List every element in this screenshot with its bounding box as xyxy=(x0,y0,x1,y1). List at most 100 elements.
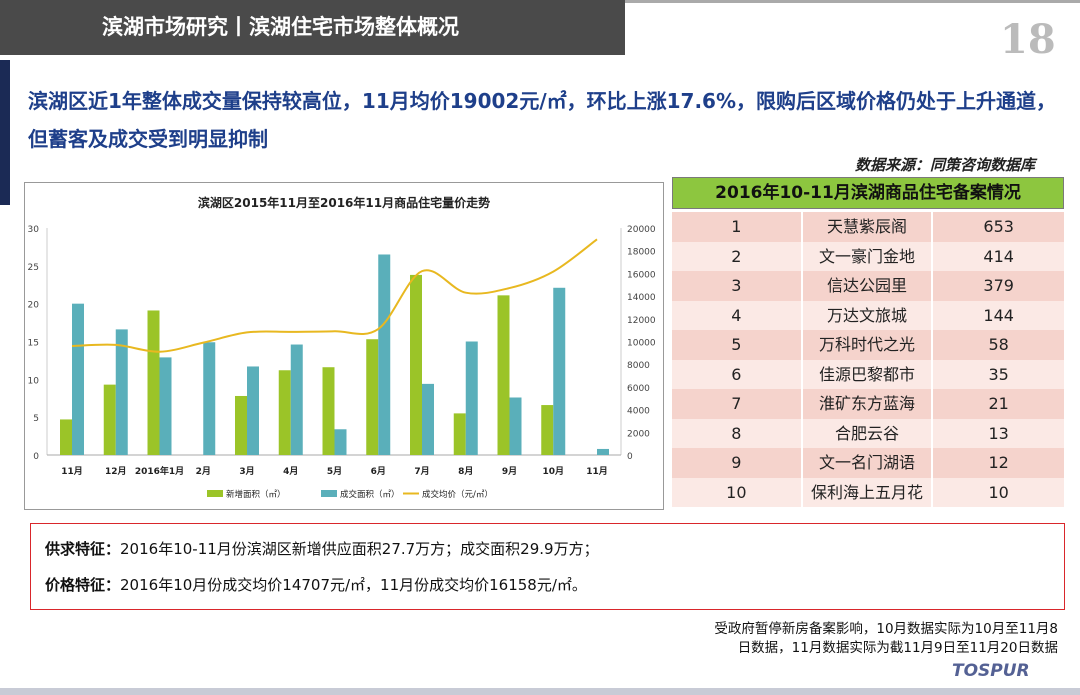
new-supply-bar xyxy=(322,367,335,455)
new-supply-bar xyxy=(103,384,116,455)
transaction-bar xyxy=(465,341,478,455)
cell-project: 保利海上五月花 xyxy=(803,477,934,507)
chart-title: 滨湖区2015年11月至2016年11月商品住宅量价走势 xyxy=(198,195,490,210)
legend-label: 成交面积（㎡） xyxy=(340,489,400,500)
legend-swatch-new-supply xyxy=(207,490,223,497)
cell-rank: 6 xyxy=(672,359,803,389)
avg-price-line xyxy=(71,238,598,353)
cell-units: 13 xyxy=(988,423,1009,443)
transaction-bar xyxy=(422,383,434,455)
x-tick-label: 5月 xyxy=(327,466,342,477)
price-line: 价格特征：2016年10月份成交均价14707元/㎡，11月份成交均价16158… xyxy=(45,574,587,595)
right-tick-label: 18000 xyxy=(627,248,656,258)
x-tick-label: 4月 xyxy=(283,466,298,477)
right-tick-label: 14000 xyxy=(627,293,656,303)
transaction-bar xyxy=(597,448,609,455)
cell-units: 144 xyxy=(983,305,1014,325)
price-volume-chart: 滨湖区2015年11月至2016年11月商品住宅量价走势 0 5 10 15 20 25 30… xyxy=(24,182,664,510)
table-row: 2 文一豪门金地 414 xyxy=(672,241,1064,271)
table-row: 3 信达公园里 379 xyxy=(672,271,1064,301)
table-row: 5 万科时代之光 58 xyxy=(672,330,1064,360)
supply-demand-text: 2016年10-11月份滨湖区新增供应面积27.7万方；成交面积29.9万方； xyxy=(120,540,599,558)
cell-rank: 7 xyxy=(672,389,803,419)
new-supply-bar xyxy=(147,310,160,455)
filing-table: 2016年10-11月滨湖商品住宅备案情况 1 天慧紫辰阁 653 2 文一豪门金地 41… xyxy=(672,177,1064,507)
right-tick-label: 4000 xyxy=(627,407,650,417)
transaction-bar xyxy=(72,303,84,455)
x-tick-label: 3月 xyxy=(239,466,254,477)
price-label: 价格特征： xyxy=(45,576,121,594)
right-tick-label: 8000 xyxy=(627,361,650,371)
x-tick-label: 9月 xyxy=(502,466,517,477)
new-supply-bar xyxy=(497,295,510,455)
cell-rank: 10 xyxy=(672,477,803,507)
price-text: 2016年10月份成交均价14707元/㎡，11月份成交均价16158元/㎡。 xyxy=(120,576,587,594)
new-supply-bar xyxy=(453,413,466,455)
transaction-bar xyxy=(115,329,128,455)
left-tick-label: 5 xyxy=(33,414,39,424)
table-row: 9 文一名门湖语 12 xyxy=(672,448,1064,478)
cell-rank: 3 xyxy=(672,271,803,301)
legend-swatch-transaction xyxy=(321,490,337,497)
transaction-bar xyxy=(509,397,522,455)
cell-units: 12 xyxy=(988,453,1009,472)
cell-project: 合肥云谷 xyxy=(803,418,934,448)
right-tick-label: 16000 xyxy=(627,270,656,280)
transaction-bar xyxy=(334,429,347,455)
x-tick-label: 7月 xyxy=(414,466,429,477)
x-tick-label: 11月 xyxy=(61,466,83,477)
right-tick-label: 12000 xyxy=(627,316,656,326)
summary-box: 供求特征：2016年10-11月份滨湖区新增供应面积27.7万方；成交面积29.… xyxy=(30,523,1065,610)
cell-units: 35 xyxy=(988,364,1009,384)
table-row: 7 淮矿东方蓝海 21 xyxy=(672,389,1064,419)
cell-project: 佳源巴黎都市 xyxy=(803,359,934,389)
new-supply-bar xyxy=(541,405,554,455)
left-tick-label: 0 xyxy=(33,452,39,462)
table-row: 4 万达文旅城 144 xyxy=(672,300,1064,330)
headline: 滨湖区近1年整体成交量保持较高位，11月均价19002元/㎡，环比上涨17.6%… xyxy=(28,89,1057,151)
left-tick-label: 10 xyxy=(28,376,40,386)
transaction-bar xyxy=(203,342,216,455)
brand-logo: TOSPUR xyxy=(952,661,1030,681)
supply-demand-line: 供求特征：2016年10-11月份滨湖区新增供应面积27.7万方；成交面积29.… xyxy=(45,538,599,559)
right-tick-label: 6000 xyxy=(627,384,650,394)
new-supply-bar xyxy=(60,419,72,455)
supply-demand-label: 供求特征： xyxy=(45,540,121,558)
x-tick-label: 12月 xyxy=(105,466,127,477)
data-source: 数据来源：同策咨询数据库 xyxy=(855,156,1036,174)
table-title: 2016年10-11月滨湖商品住宅备案情况 xyxy=(672,177,1064,209)
cell-rank: 5 xyxy=(672,330,803,360)
new-supply-bar xyxy=(366,339,379,455)
transaction-bar xyxy=(290,344,303,455)
left-tick-label: 30 xyxy=(28,225,40,235)
footnote: 受政府暂停新房备案影响，10月数据实际为10月至11月8 日数据，11月数据实际… xyxy=(714,620,1058,658)
left-tick-label: 25 xyxy=(28,263,39,273)
accent-bar xyxy=(0,60,10,205)
logo: 18 xyxy=(1000,16,1056,63)
page-header: 滨湖市场研究丨滨湖住宅市场整体概况 xyxy=(0,0,625,55)
right-tick-label: 10000 xyxy=(627,339,656,349)
transaction-bar xyxy=(553,287,566,455)
cell-rank: 4 xyxy=(672,300,803,330)
table-row: 8 合肥云谷 13 xyxy=(672,418,1064,448)
cell-project: 文一豪门金地 xyxy=(803,241,934,271)
footnote-line-2: 日数据，11月数据实际为截11月9日至11月20日数据 xyxy=(737,640,1058,656)
left-tick-label: 15 xyxy=(28,339,39,349)
new-supply-bar xyxy=(278,370,291,455)
new-supply-bar xyxy=(410,274,422,455)
cell-units: 10 xyxy=(988,482,1009,502)
footnote-line-1: 受政府暂停新房备案影响，10月数据实际为10月至11月8 xyxy=(714,621,1058,637)
legend-label: 新增面积（㎡） xyxy=(226,489,286,500)
new-supply-bar xyxy=(235,395,247,455)
cell-units: 414 xyxy=(983,246,1014,266)
left-tick-label: 20 xyxy=(28,301,40,311)
right-tick-label: 2000 xyxy=(627,429,650,439)
cell-units: 653 xyxy=(983,217,1014,236)
cell-project: 万达文旅城 xyxy=(803,300,934,330)
x-tick-label: 2月 xyxy=(196,466,211,477)
cell-rank: 1 xyxy=(672,212,803,242)
cell-project: 文一名门湖语 xyxy=(803,448,934,478)
legend-label: 成交均价（元/㎡） xyxy=(422,489,493,500)
cell-units: 58 xyxy=(988,335,1009,354)
cell-project: 天慧紫辰阁 xyxy=(803,212,934,242)
